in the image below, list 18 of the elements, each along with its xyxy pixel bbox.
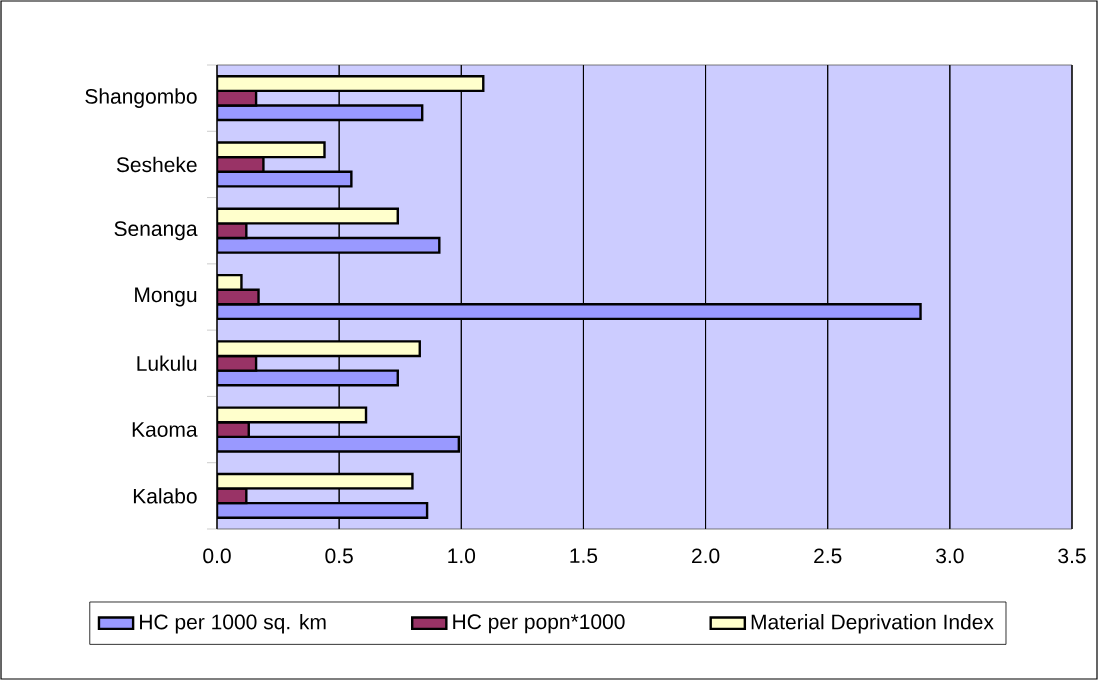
x-tick-label: 1.5 bbox=[570, 548, 598, 564]
x-tick-label: 0.0 bbox=[203, 548, 231, 564]
y-tick-label: Kaoma bbox=[132, 422, 198, 437]
legend-label: HC per 1000 sq. km bbox=[140, 614, 326, 634]
y-tick-label: Senanga bbox=[114, 221, 198, 241]
x-tick-label: 2.0 bbox=[692, 548, 720, 564]
x-tick-label: 1.0 bbox=[448, 548, 476, 564]
legend-label: HC per popn*1000 bbox=[453, 614, 625, 634]
x-tick-label: 0.5 bbox=[325, 548, 353, 564]
y-tick-label: Kalabo bbox=[133, 488, 197, 504]
y-tick-label: Sesheke bbox=[116, 156, 197, 173]
x-tick-label: 2.5 bbox=[814, 548, 842, 564]
y-tick-label: Lukulu bbox=[137, 355, 197, 371]
x-tick-label: 3.0 bbox=[936, 548, 964, 564]
y-tick-label: Mongu bbox=[135, 287, 197, 307]
y-tick-label: Shangombo bbox=[85, 88, 197, 108]
x-tick-label: 3.5 bbox=[1058, 548, 1086, 564]
legend-label: Material Deprivation Index bbox=[751, 614, 994, 634]
